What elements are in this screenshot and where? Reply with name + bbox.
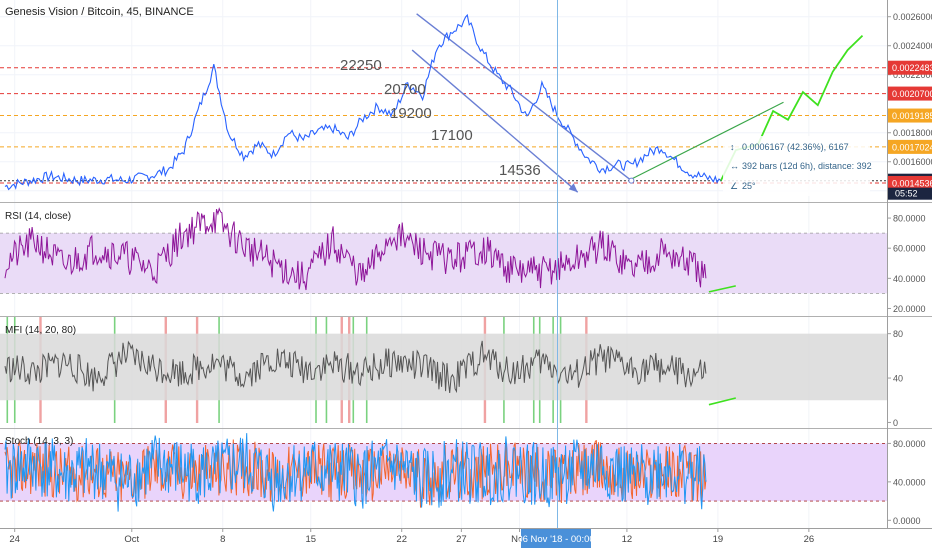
level-tags: 0.0022483 0.0020700 0.0019185 0.0017024 0.00… [888, 60, 932, 200]
level-tag [888, 175, 932, 190]
ruler-price-change: 0.0006167 (42.36%), 6167 [742, 142, 849, 152]
y-tick-label: 0.0026000 [893, 12, 932, 22]
rsi-projection [708, 285, 736, 293]
rsi-line [4, 207, 707, 291]
x-tick-label: 12 [622, 534, 633, 545]
mfi-title: MFI (14, 20, 80) [5, 325, 76, 336]
annotation-label-19200: 19200 [390, 105, 432, 122]
y-tick-label: 0.0000 [893, 516, 921, 526]
ruler-angle-icon: ∠ [730, 181, 738, 191]
channel-top-line [416, 13, 632, 182]
x-tick-label: 22 [396, 534, 407, 545]
y-tick-label: 20.0000 [893, 304, 926, 314]
y-tick-label: 80.0000 [893, 439, 926, 449]
support-trend-line [628, 101, 784, 182]
cursor-time-tag [521, 529, 591, 548]
y-tick-label: 0.0024000 [893, 41, 932, 51]
x-tick-label: 27 [456, 534, 467, 545]
mfi-projection [708, 397, 736, 406]
y-tick-label: 40.0000 [893, 477, 926, 487]
annotation-label-17100: 17100 [431, 127, 473, 144]
level-tag-label: 0.0020700 [892, 89, 932, 99]
mfi-band [0, 333, 887, 401]
y-tick-label: 60.0000 [893, 244, 926, 254]
x-tick-label: 24 [9, 534, 20, 545]
level-tag [888, 86, 932, 101]
level-tag-label: 0.0017024 [892, 142, 932, 152]
channel-arrowhead [568, 183, 578, 193]
level-tag-label: 0.0014536 [892, 178, 932, 188]
x-tick-label: Nov [511, 534, 528, 545]
ruler-bars-text: 392 bars (12d 6h), distance: 392 [742, 161, 872, 171]
annotation-label-22250: 22250 [340, 57, 382, 74]
y-tick-label: 40.0000 [893, 274, 926, 284]
stoch-guides [0, 443, 887, 502]
stoch-title: Stoch (14, 3, 3) [5, 436, 73, 447]
price-drawings [411, 13, 784, 193]
annotation-labels: 22250 20700 19200 17100 14536 [340, 57, 541, 179]
y-tick-label: 40 [893, 374, 903, 384]
anchor-point [628, 177, 635, 184]
level-tag-label: 0.0019185 [892, 111, 932, 121]
level-tag-label: 0.0022483 [892, 63, 932, 73]
ruler-info: ↕ 0.0006167 (42.36%), 6167 ↔ 392 bars (1… [723, 136, 872, 196]
x-tick-label: Oct [124, 534, 139, 545]
x-tick-label: 19 [713, 534, 724, 545]
rsi-guides [0, 232, 887, 294]
time-axis: 24 Oct 8 15 22 27 Nov 12 19 26 [9, 528, 814, 545]
rsi-band [0, 233, 887, 294]
ruler-arrow-icon: ↕ [730, 142, 735, 152]
price-levels [0, 67, 887, 184]
x-tick-label: 15 [305, 534, 316, 545]
stoch-k-line [4, 433, 707, 512]
y-tick-label: 0.0022000 [893, 70, 932, 80]
y-tick-label: 80 [893, 329, 903, 339]
price-line [4, 13, 722, 191]
chart-title: Genesis Vision / Bitcoin, 45, BINANCE [5, 6, 194, 18]
annotation-label-14536: 14536 [499, 162, 541, 179]
level-tag [888, 108, 932, 123]
rsi-title: RSI (14, close) [5, 211, 71, 222]
y-tick-label: 80.0000 [893, 214, 926, 224]
mfi-line [4, 340, 707, 394]
stoch-pane: Stoch (14, 3, 3) [0, 433, 887, 512]
channel-bottom-line [411, 49, 579, 193]
cursor-time-label: 06 Nov '18 - 00:00 [517, 534, 594, 545]
countdown-tag [888, 187, 932, 200]
level-tag [888, 139, 932, 154]
annotation-label-20700: 20700 [384, 81, 426, 98]
x-tick-label: 8 [220, 534, 225, 545]
level-tag [888, 60, 932, 75]
y-tick-label: 0 [893, 418, 898, 428]
x-tick-label: 26 [804, 534, 815, 545]
rsi-pane: RSI (14, close) [0, 207, 887, 294]
mfi-pane: MFI (14, 20, 80) [0, 317, 887, 423]
y-tick-label: 0.0018000 [893, 128, 932, 138]
ruler-bars-icon: ↔ [730, 161, 739, 171]
ruler-angle-text: 25° [742, 181, 756, 191]
countdown-label: 05:52 [895, 189, 918, 199]
y-tick-label: 0.0016000 [893, 157, 932, 167]
